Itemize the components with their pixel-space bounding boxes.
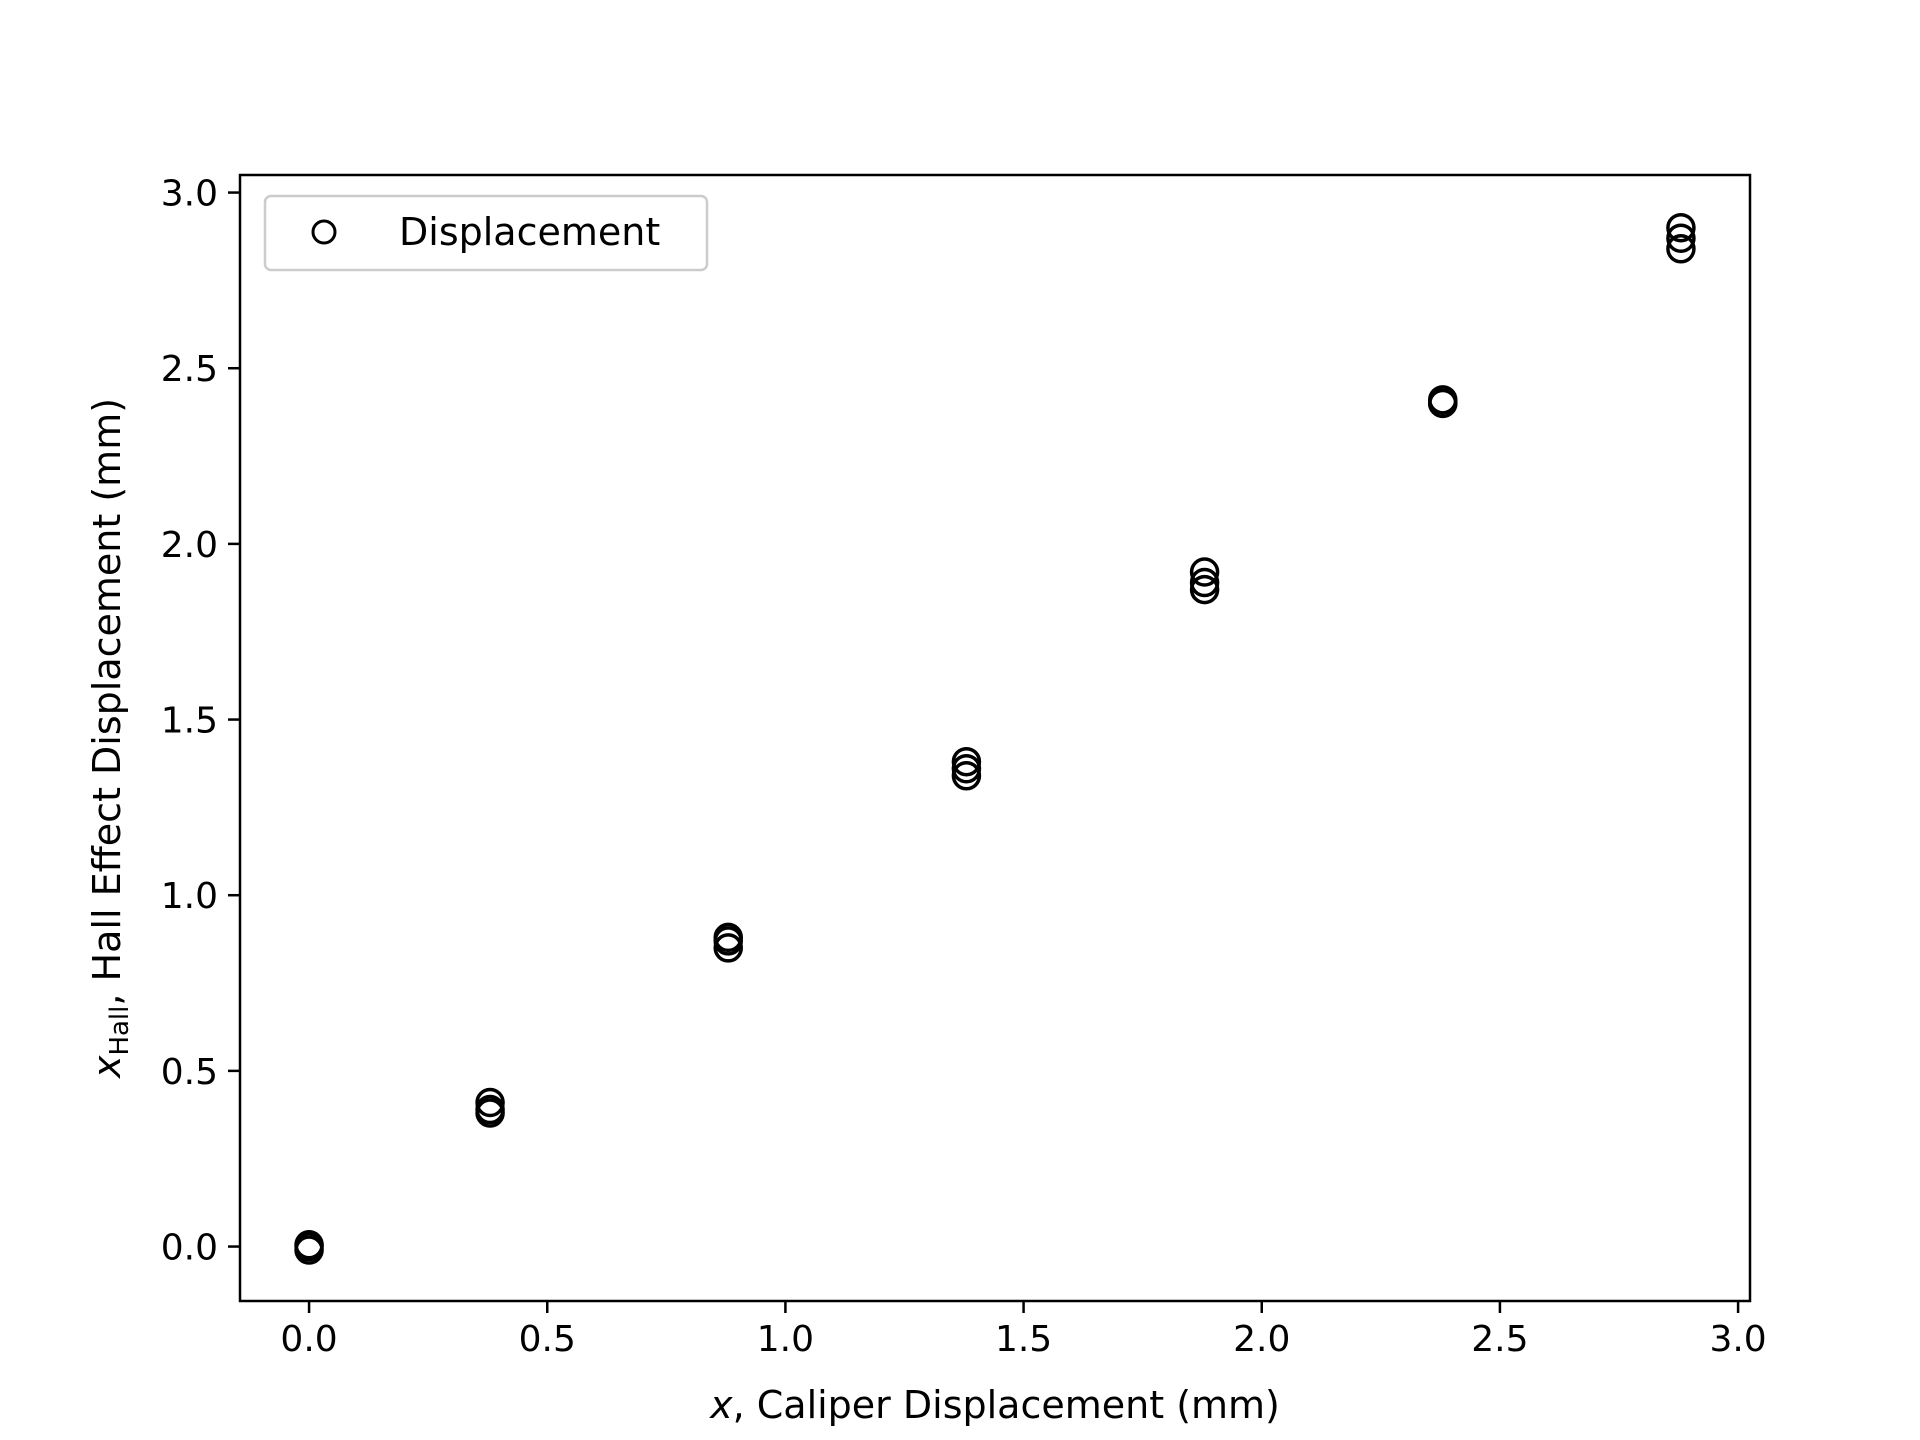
data-point bbox=[1666, 212, 1696, 243]
data-point bbox=[713, 933, 743, 963]
plot-area bbox=[294, 212, 1696, 1265]
x-tick-label: 2.0 bbox=[1233, 1319, 1290, 1360]
x-tick-label: 3.0 bbox=[1709, 1319, 1766, 1360]
x-axis-label: x, Caliper Displacement (mm) bbox=[709, 1383, 1280, 1427]
data-point bbox=[475, 1098, 505, 1128]
x-tick-label: 0.0 bbox=[280, 1319, 337, 1360]
data-point bbox=[1189, 574, 1220, 605]
y-tick-label: 0.0 bbox=[161, 1228, 218, 1269]
data-point bbox=[475, 1087, 505, 1118]
y-tick-label: 2.5 bbox=[161, 349, 218, 390]
y-tick-label: 1.0 bbox=[161, 876, 218, 917]
y-tick-label: 0.5 bbox=[161, 1052, 218, 1093]
data-point bbox=[951, 761, 982, 791]
data-point bbox=[951, 746, 982, 777]
data-point bbox=[1189, 557, 1220, 587]
x-tick-label: 1.5 bbox=[995, 1319, 1052, 1360]
data-point bbox=[951, 753, 982, 784]
data-point bbox=[1189, 567, 1220, 598]
plot-frame bbox=[238, 173, 1752, 1303]
legend-box bbox=[263, 194, 709, 272]
y-tick-label: 2.0 bbox=[161, 525, 218, 566]
y-tick-label: 1.5 bbox=[161, 701, 218, 742]
x-tick-label: 0.5 bbox=[519, 1319, 576, 1360]
legend-marker bbox=[311, 219, 337, 245]
y-axis-label: xHall, Hall Effect Displacement (mm) bbox=[85, 398, 135, 1079]
x-axis: 0.0 0.5 1.0 1.5 2.0 2.5 3.0 bbox=[280, 1301, 1767, 1360]
y-tick-label: 3.0 bbox=[161, 174, 218, 215]
data-point bbox=[294, 1230, 324, 1260]
data-point bbox=[1666, 234, 1696, 264]
data-point bbox=[1666, 223, 1696, 253]
legend-label: Displacement bbox=[399, 210, 660, 254]
x-tick-label: 2.5 bbox=[1471, 1319, 1528, 1360]
y-axis: 0.0 0.5 1.0 1.5 2.0 2.5 3.0 bbox=[161, 174, 240, 1269]
data-point bbox=[1428, 388, 1458, 419]
data-point bbox=[713, 926, 743, 956]
legend: Displacement bbox=[263, 194, 709, 272]
x-tick-label: 1.0 bbox=[757, 1319, 814, 1360]
